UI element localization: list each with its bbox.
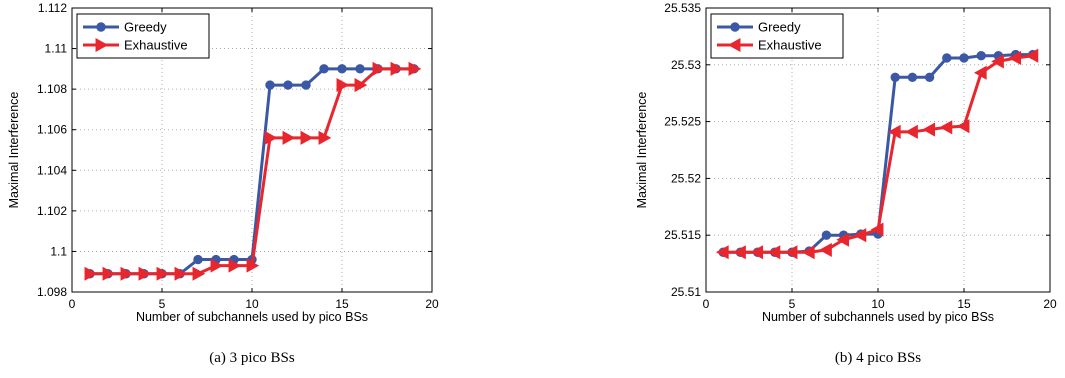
data-point [228, 258, 242, 273]
legend-box [76, 13, 210, 59]
data-point [355, 64, 365, 74]
chart-panel-1: 0 5 10 15 20 1.098 1.1 1.102 1.104 1.106 1.108 1.11… [7, 1, 439, 366]
legend-label: Greedy [758, 20, 801, 35]
data-point [246, 258, 260, 273]
y-tick-label: 1.104 [37, 163, 67, 177]
y-tick-label: 1.098 [37, 285, 67, 299]
data-point [84, 266, 98, 281]
y-tick-label: 1.112 [38, 1, 67, 15]
y-tick-label: 1.108 [37, 82, 67, 96]
y-tick-label: 1.106 [37, 123, 67, 137]
data-point [1008, 50, 1022, 66]
data-point [956, 119, 970, 134]
data-point [819, 242, 832, 258]
legend-swatch-marker [95, 37, 109, 53]
data-point [1025, 48, 1039, 63]
data-point [408, 61, 422, 76]
data-point [767, 245, 781, 260]
data-point [337, 64, 347, 74]
data-point [336, 78, 350, 93]
y-axis-label: Maximal Interference [7, 92, 21, 209]
data-point [715, 245, 729, 260]
data-point [836, 232, 850, 247]
data-point [924, 72, 935, 82]
data-point [991, 54, 1004, 69]
x-tick-label: 10 [245, 297, 259, 311]
data-point [976, 51, 986, 61]
x-tick-label: 0 [69, 297, 76, 311]
data-point [821, 230, 832, 240]
data-point [973, 65, 987, 80]
y-tick-label: 25.53 [671, 58, 701, 72]
legend-label: Exhaustive [124, 38, 188, 53]
data-point [750, 245, 764, 260]
y-tick-label: 25.535 [664, 1, 701, 15]
y-tick-label: 1.1 [50, 244, 67, 258]
chart-panel-2: 0 5 10 15 20 25.51 25.515 25.52 25.525 25.53 25.53… [635, 1, 1057, 366]
y-tick-label: 25.515 [664, 228, 701, 242]
data-point [733, 245, 746, 260]
y-tick-label: 25.51 [671, 285, 701, 299]
data-point [942, 53, 952, 63]
data-point [283, 80, 293, 90]
y-tick-label: 1.102 [37, 204, 67, 218]
data-point [210, 258, 224, 273]
data-point [192, 266, 206, 281]
data-point [102, 266, 116, 281]
x-tick-label: 5 [789, 297, 796, 311]
data-point [390, 61, 404, 76]
x-tick-label: 5 [159, 297, 166, 311]
x-axis-label: Number of subchannels used by pico BSs [762, 310, 994, 324]
data-point [265, 80, 275, 90]
data-point [174, 266, 188, 281]
y-tick-label: 25.525 [664, 115, 701, 129]
legend-box [710, 13, 844, 59]
data-point [372, 61, 386, 76]
y-tick-label: 1.11 [45, 42, 68, 56]
y-tick-label: 25.52 [671, 171, 701, 185]
data-point [887, 124, 901, 139]
data-point [318, 130, 332, 145]
legend-swatch-marker [730, 22, 740, 32]
data-point [264, 130, 278, 145]
legend-swatch-marker [96, 22, 106, 32]
x-tick-label: 0 [703, 297, 710, 311]
data-point [870, 222, 884, 237]
legend: Greedy Exhaustive [710, 13, 844, 59]
series-exhaustive [715, 48, 1039, 260]
data-point [301, 80, 311, 90]
data-point [853, 228, 867, 243]
data-point [905, 124, 918, 139]
data-point [120, 266, 134, 281]
data-point [282, 130, 296, 145]
legend-label: Exhaustive [758, 38, 822, 53]
data-point [156, 266, 170, 281]
x-tick-label: 20 [1043, 297, 1057, 311]
data-point [319, 64, 329, 74]
data-point [959, 53, 969, 63]
data-point [138, 266, 152, 281]
data-point [922, 122, 936, 137]
data-point [801, 245, 815, 260]
x-tick-label: 15 [957, 297, 971, 311]
x-axis-label: Number of subchannels used by pico BSs [136, 310, 368, 324]
data-point [300, 130, 314, 145]
data-point [193, 254, 203, 265]
data-point [354, 78, 368, 93]
x-tick-label: 20 [425, 297, 439, 311]
x-tick-label: 15 [335, 297, 349, 311]
data-point [784, 245, 798, 260]
x-tick-label: 10 [871, 297, 885, 311]
caption: (a) 3 pico BSs [209, 350, 295, 366]
caption: (b) 4 pico BSs [835, 350, 921, 366]
y-axis-label: Maximal Interference [635, 92, 649, 209]
legend: Greedy Exhaustive [76, 13, 210, 59]
series-exhaustive [84, 61, 422, 281]
data-point [939, 120, 953, 135]
legend-label: Greedy [124, 20, 167, 35]
legend-swatch-marker [727, 37, 741, 53]
data-point [907, 72, 918, 82]
data-point [890, 72, 900, 82]
